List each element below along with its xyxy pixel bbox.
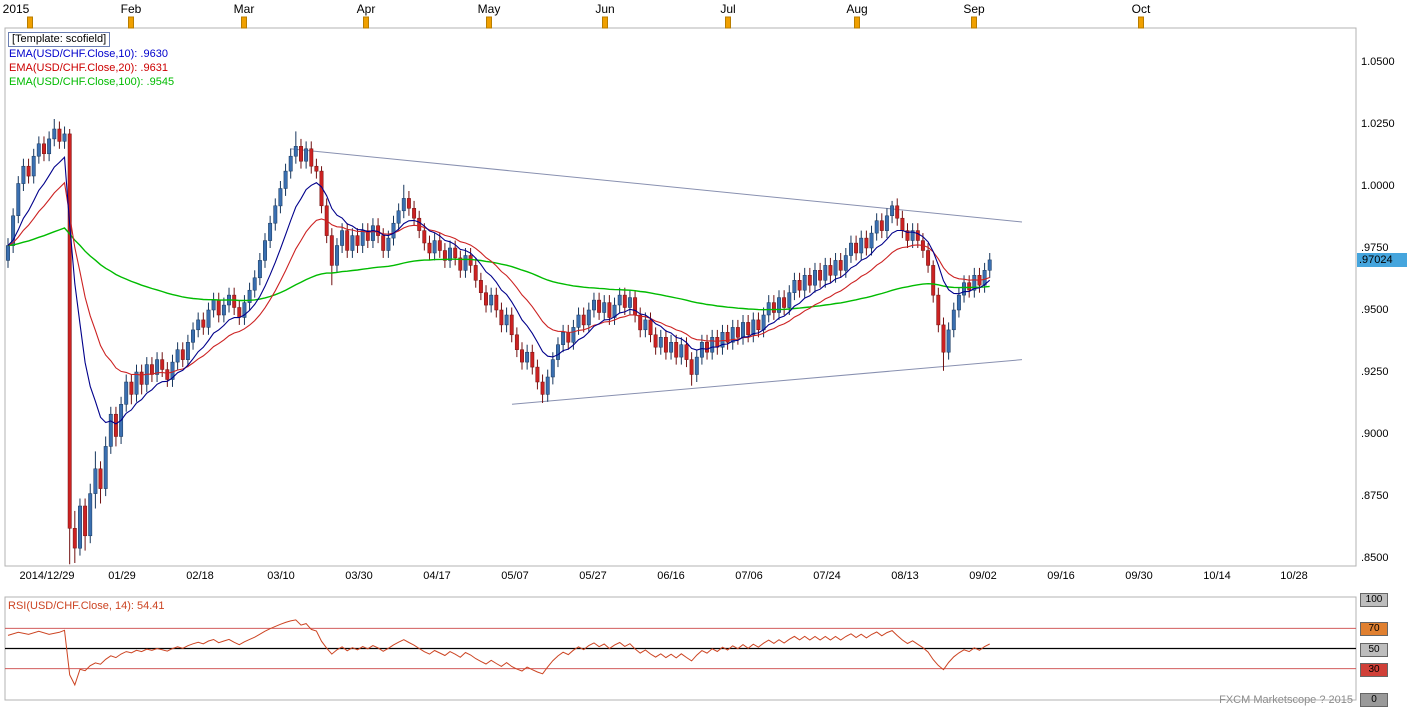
date-label: 03/30 — [345, 570, 373, 582]
month-label: Sep — [963, 2, 985, 16]
price-label: .9000 — [1361, 428, 1389, 440]
price-plot-border — [4, 27, 1357, 567]
legend-ema-1: EMA(USD/CHF.Close,20): .9631 — [8, 62, 169, 75]
legend-ema-2: EMA(USD/CHF.Close,100): .9545 — [8, 76, 176, 89]
trendline — [289, 148, 1023, 223]
month-label: Aug — [846, 2, 868, 16]
month-marker-icon — [971, 16, 977, 29]
price-label: 1.0000 — [1361, 180, 1395, 192]
month-marker-icon — [241, 16, 247, 29]
date-label: 01/29 — [108, 570, 136, 582]
trendline — [511, 359, 1023, 405]
price-label: .8500 — [1361, 552, 1389, 564]
month-marker-icon — [602, 16, 608, 29]
date-label: 05/07 — [501, 570, 529, 582]
rsi-level-tag-30: 30 — [1360, 663, 1388, 677]
month-marker-icon — [854, 16, 860, 29]
date-label: 05/27 — [579, 570, 607, 582]
month-label: 2015 — [2, 2, 30, 16]
month-marker-icon — [725, 16, 731, 29]
rsi-level-tag-70: 70 — [1360, 622, 1388, 636]
legend-ema-0: EMA(USD/CHF.Close,10): .9630 — [8, 48, 169, 61]
date-label: 09/16 — [1047, 570, 1075, 582]
rsi-level-tag-0: 0 — [1360, 693, 1388, 707]
month-marker-icon — [1138, 16, 1144, 29]
date-label: 02/18 — [186, 570, 214, 582]
month-marker-icon — [128, 16, 134, 29]
template-label: [Template: scofield] — [8, 32, 111, 47]
current-price-tag: .97024 — [1357, 253, 1407, 267]
ema100-line — [7, 227, 990, 311]
month-marker-icon — [27, 16, 33, 29]
watermark: FXCM Marketscope ? 2015 — [1219, 694, 1353, 706]
price-label: .9250 — [1361, 366, 1389, 378]
month-marker-icon — [363, 16, 369, 29]
price-label: .9750 — [1361, 242, 1389, 254]
price-label: .8750 — [1361, 490, 1389, 502]
date-label: 2014/12/29 — [19, 570, 75, 582]
price-label: 1.0500 — [1361, 56, 1395, 68]
date-label: 04/17 — [423, 570, 451, 582]
date-label: 07/24 — [813, 570, 841, 582]
month-label: May — [477, 2, 501, 16]
month-marker-icon — [486, 16, 492, 29]
date-label: 03/10 — [267, 570, 295, 582]
candlestick-series[interactable] — [6, 119, 992, 565]
date-label: 08/13 — [891, 570, 919, 582]
month-label: Apr — [356, 2, 376, 16]
month-label: Mar — [233, 2, 255, 16]
date-label: 10/14 — [1203, 570, 1231, 582]
rsi-line — [7, 619, 990, 687]
ema10-line — [7, 155, 991, 425]
price-label: .9500 — [1361, 304, 1389, 316]
month-label: Feb — [120, 2, 142, 16]
rsi-level-tag-50: 50 — [1360, 643, 1388, 657]
month-label: Oct — [1131, 2, 1151, 16]
chart-legend: [Template: scofield] EMA(USD/CHF.Close,1… — [8, 32, 176, 89]
date-label: 09/02 — [969, 570, 997, 582]
rsi-indicator-label: RSI(USD/CHF.Close, 14): 54.41 — [8, 600, 165, 612]
date-label: 09/30 — [1125, 570, 1153, 582]
ema-legend-lines: EMA(USD/CHF.Close,10): .9630 EMA(USD/CHF.… — [8, 48, 176, 89]
ema20-line — [7, 181, 990, 376]
date-label: 06/16 — [657, 570, 685, 582]
date-label: 10/28 — [1280, 570, 1308, 582]
month-label: Jul — [720, 2, 736, 16]
month-label: Jun — [595, 2, 615, 16]
price-label: 1.0250 — [1361, 118, 1395, 130]
date-label: 07/06 — [735, 570, 763, 582]
rsi-level-tag-100: 100 — [1360, 593, 1388, 607]
